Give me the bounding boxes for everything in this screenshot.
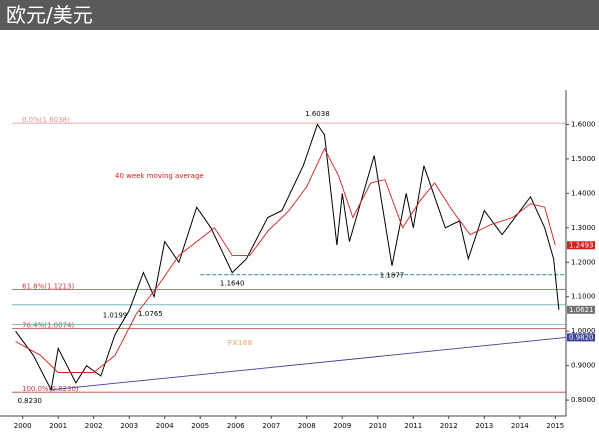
x-tick-label: 2001: [49, 422, 67, 430]
annotation: 1.1640: [220, 280, 245, 288]
price-tag-label: 1.2493: [569, 241, 594, 249]
series-line: [51, 336, 567, 391]
x-tick-label: 2010: [369, 422, 387, 430]
x-tick-label: 2008: [298, 422, 316, 430]
series-line: [15, 147, 556, 373]
x-tick-label: 2004: [156, 422, 174, 430]
y-tick-label: 1.5000: [571, 155, 596, 163]
price-tag-label: 0.9820: [569, 333, 594, 341]
x-tick-label: 2014: [511, 422, 529, 430]
y-tick-label: 1.1000: [571, 293, 596, 301]
x-tick-label: 2007: [262, 422, 280, 430]
price-tag: [567, 241, 595, 250]
level-label: 76.4%(1.0074): [22, 322, 74, 330]
x-tick-label: 2000: [14, 422, 32, 430]
annotation: 1.0199: [103, 311, 128, 319]
x-tick-label: 2015: [546, 422, 564, 430]
y-tick-label: 1.4000: [571, 189, 596, 197]
x-tick-label: 2013: [475, 422, 493, 430]
x-tick-label: 2011: [404, 422, 422, 430]
y-tick-label: 1.6000: [571, 120, 596, 128]
annotation: 0.8230: [18, 397, 43, 405]
y-tick-label: 1.3000: [571, 224, 596, 232]
level-label: 0.0%(1.6038): [22, 116, 70, 124]
annotation: 1.1877: [380, 272, 405, 280]
chart: 0.8000 0.9000 1.0000 1.1000 1.2000 1.3000 1.40…: [0, 90, 596, 430]
legend-label: 40 week moving average: [115, 172, 204, 180]
y-tick-label: 1.2000: [571, 258, 596, 266]
x-tick-label: 2012: [440, 422, 458, 430]
price-tag: [567, 333, 595, 342]
x-tick-label: 2002: [85, 422, 103, 430]
annotation: 1.6038: [305, 110, 330, 118]
y-tick-label: 1.0000: [571, 327, 596, 335]
series-line: [15, 123, 560, 392]
x-tick-label: 2003: [120, 422, 138, 430]
x-tick-label: 2006: [227, 422, 245, 430]
level-label: 61.8%(1.1213): [22, 282, 74, 290]
annotation: 1.0765: [138, 310, 163, 318]
header-title: 欧元/美元: [0, 0, 599, 30]
x-tick-label: 2009: [333, 422, 351, 430]
x-tick-label: 2005: [191, 422, 209, 430]
y-tick-label: 0.8000: [571, 396, 596, 404]
y-tick-label: 0.9000: [571, 362, 596, 370]
watermark: FX168: [228, 339, 253, 347]
price-tag: [567, 305, 595, 314]
price-tag-label: 1.0621: [569, 306, 594, 314]
